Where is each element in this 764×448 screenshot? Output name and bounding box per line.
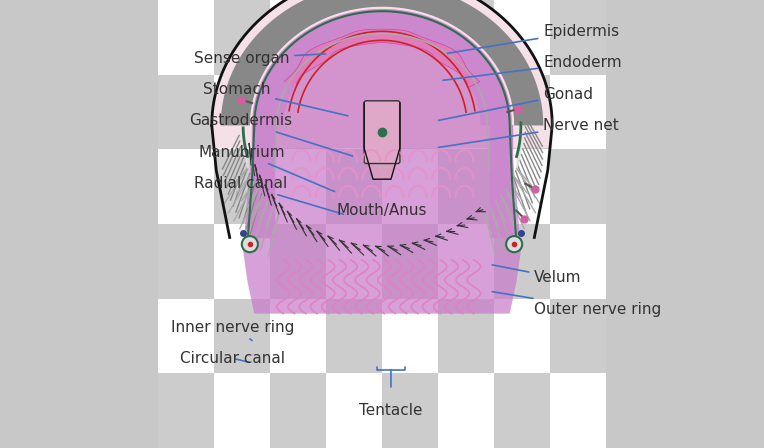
Polygon shape <box>212 0 552 148</box>
Bar <box>270 149 326 224</box>
Bar <box>494 149 550 224</box>
Text: Stomach: Stomach <box>202 82 348 116</box>
Bar <box>158 373 214 448</box>
Polygon shape <box>252 9 512 125</box>
Bar <box>326 149 382 224</box>
Bar <box>214 299 270 373</box>
Bar <box>494 299 550 373</box>
Bar <box>270 0 326 75</box>
Text: Endoderm: Endoderm <box>443 55 622 80</box>
Bar <box>438 149 494 224</box>
Polygon shape <box>490 125 512 237</box>
Bar <box>438 373 494 448</box>
Text: Nerve net: Nerve net <box>439 118 619 147</box>
Bar <box>438 299 494 373</box>
Text: Gastrodermis: Gastrodermis <box>189 113 352 156</box>
Bar <box>494 373 550 448</box>
Text: Sense organ: Sense organ <box>194 51 325 66</box>
Bar <box>382 75 438 149</box>
FancyBboxPatch shape <box>364 101 400 164</box>
Bar <box>438 0 494 75</box>
Text: Inner nerve ring: Inner nerve ring <box>171 319 295 340</box>
Polygon shape <box>267 25 497 125</box>
Bar <box>270 224 326 299</box>
Polygon shape <box>364 103 400 179</box>
Text: Circular canal: Circular canal <box>180 351 286 366</box>
Text: Tentacle: Tentacle <box>359 403 422 418</box>
Bar <box>494 75 550 149</box>
Polygon shape <box>284 29 480 88</box>
Polygon shape <box>252 9 512 148</box>
Bar <box>158 75 214 149</box>
Bar <box>438 224 494 299</box>
Bar <box>550 0 606 75</box>
Bar <box>494 0 550 75</box>
Circle shape <box>241 236 258 252</box>
Text: Velum: Velum <box>492 265 582 285</box>
Bar <box>326 373 382 448</box>
Bar <box>326 299 382 373</box>
Bar <box>382 224 438 299</box>
Bar <box>550 224 606 299</box>
Bar <box>550 149 606 224</box>
Bar <box>270 299 326 373</box>
Bar <box>158 0 214 75</box>
Bar <box>326 224 382 299</box>
Polygon shape <box>221 0 543 125</box>
Bar <box>158 299 214 373</box>
Bar <box>438 75 494 149</box>
Text: Mouth/Anus: Mouth/Anus <box>337 203 427 218</box>
Bar <box>214 373 270 448</box>
Bar <box>326 75 382 149</box>
Bar <box>382 149 438 224</box>
Bar <box>214 0 270 75</box>
Bar <box>270 373 326 448</box>
Text: Radial canal: Radial canal <box>194 176 344 214</box>
Text: Epidermis: Epidermis <box>448 24 620 53</box>
Bar <box>382 0 438 75</box>
Bar <box>382 373 438 448</box>
Bar <box>270 75 326 149</box>
Text: Manubrium: Manubrium <box>199 145 335 192</box>
Bar <box>550 75 606 149</box>
Bar <box>158 224 214 299</box>
Text: Outer nerve ring: Outer nerve ring <box>492 292 662 317</box>
Bar <box>158 149 214 224</box>
Bar <box>550 299 606 373</box>
Bar <box>214 224 270 299</box>
Bar <box>214 75 270 149</box>
Bar <box>326 0 382 75</box>
Circle shape <box>506 236 523 252</box>
Bar <box>382 299 438 373</box>
Text: Gonad: Gonad <box>439 86 594 121</box>
Polygon shape <box>243 11 521 314</box>
Bar <box>214 149 270 224</box>
Bar <box>494 224 550 299</box>
Polygon shape <box>252 125 274 237</box>
Bar <box>550 373 606 448</box>
